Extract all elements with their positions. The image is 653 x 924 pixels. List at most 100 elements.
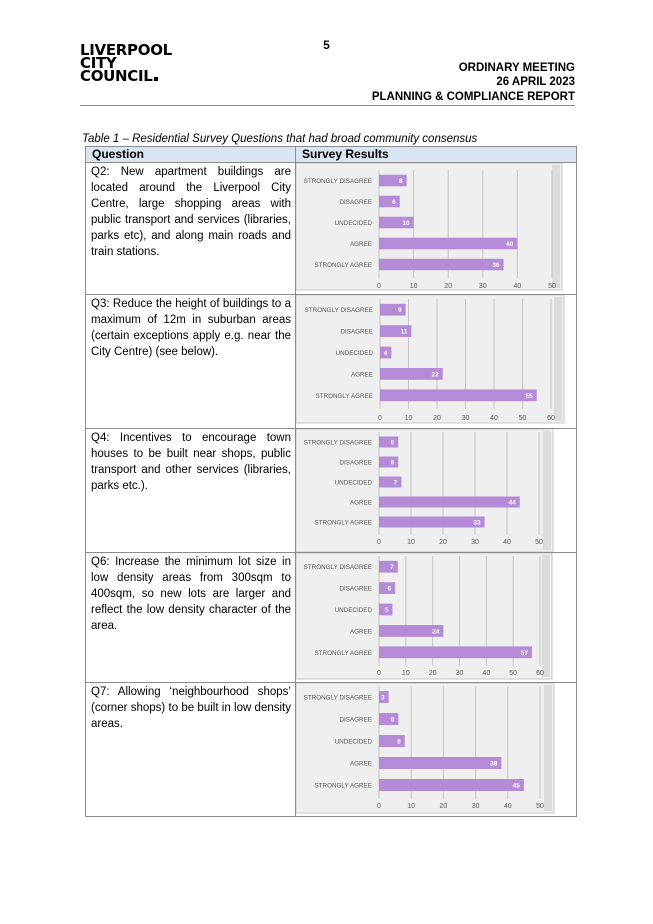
bar-value-label: 6 bbox=[392, 199, 396, 206]
bar-value-label: 7 bbox=[394, 480, 398, 487]
x-tick-label: 50 bbox=[509, 670, 517, 677]
bar-value-label: 6 bbox=[391, 440, 395, 447]
x-tick-label: 20 bbox=[433, 415, 441, 422]
x-tick-label: 0 bbox=[377, 670, 381, 677]
bar-value-label: 8 bbox=[397, 739, 401, 746]
bar-value-label: 6 bbox=[391, 717, 395, 724]
table-row: Q3: Reduce the height of buildings to a … bbox=[85, 294, 577, 429]
bar bbox=[379, 195, 400, 208]
meeting-info: ORDINARY MEETING 26 APRIL 2023 bbox=[459, 61, 575, 89]
table-row: Q2: New apartment buildings are located … bbox=[85, 162, 577, 295]
category-label: STRONGLY AGREE bbox=[314, 262, 372, 269]
category-label: AGREE bbox=[351, 371, 373, 378]
category-label: AGREE bbox=[350, 761, 372, 768]
chart-panel bbox=[296, 429, 554, 552]
chart-panel-shade bbox=[543, 431, 551, 550]
x-tick-label: 0 bbox=[377, 539, 381, 546]
results-cell: 0 10 20 30 40 50 60 STRONGLY DISAGREE 9 DISAGREE 1… bbox=[295, 294, 577, 429]
x-tick-label: 50 bbox=[548, 283, 556, 290]
bar bbox=[379, 625, 444, 637]
x-tick-label: 30 bbox=[472, 803, 480, 810]
logo-line-3: COUNCIL bbox=[80, 67, 153, 85]
bar bbox=[380, 325, 412, 337]
category-label: UNDECIDED bbox=[335, 480, 373, 487]
x-tick-label: 0 bbox=[378, 415, 382, 422]
bar bbox=[379, 713, 399, 725]
category-label: DISAGREE bbox=[339, 460, 372, 467]
survey-chart: 0 10 20 30 40 50 60 STRONGLY DISAGREE 9 DISAGREE 1… bbox=[296, 295, 565, 424]
x-tick-label: 30 bbox=[471, 539, 479, 546]
chart-panel-shade bbox=[554, 297, 562, 421]
category-label: DISAGREE bbox=[340, 329, 373, 336]
bar-value-label: 57 bbox=[521, 650, 529, 657]
logo-line-2: CITY bbox=[80, 54, 117, 72]
category-label: UNDECIDED bbox=[336, 350, 374, 357]
bar bbox=[379, 476, 402, 488]
bar bbox=[379, 603, 393, 616]
chart-panel-shade bbox=[552, 165, 560, 288]
category-label: STRONGLY AGREE bbox=[315, 393, 373, 400]
bar-value-label: 7 bbox=[390, 564, 394, 571]
x-tick-label: 20 bbox=[440, 803, 448, 810]
x-tick-label: 0 bbox=[377, 283, 381, 290]
question-cell: Q4: Incentives to encourage town houses … bbox=[85, 428, 296, 553]
bar bbox=[379, 582, 396, 594]
table-caption: Table 1 – Residential Survey Questions t… bbox=[82, 133, 478, 145]
bar-value-label: 38 bbox=[490, 761, 498, 768]
question-cell: Q3: Reduce the height of buildings to a … bbox=[85, 294, 296, 429]
bar-value-label: 4 bbox=[384, 350, 388, 357]
bar-value-label: 40 bbox=[506, 241, 514, 248]
bar bbox=[379, 779, 524, 791]
bar bbox=[379, 174, 407, 187]
bar-value-label: 6 bbox=[387, 586, 391, 593]
x-tick-label: 40 bbox=[482, 670, 490, 677]
category-label: STRONGLY AGREE bbox=[314, 650, 372, 657]
bar bbox=[379, 456, 399, 468]
x-tick-label: 10 bbox=[407, 539, 415, 546]
x-tick-label: 0 bbox=[377, 803, 381, 810]
category-label: STRONGLY DISAGREE bbox=[304, 695, 372, 702]
table-header-row: Question Survey Results bbox=[85, 146, 577, 163]
x-tick-label: 50 bbox=[535, 539, 543, 546]
bar-value-label: 11 bbox=[400, 329, 407, 336]
bar bbox=[380, 389, 537, 402]
chart-panel-shade bbox=[542, 555, 550, 677]
x-tick-label: 20 bbox=[429, 670, 437, 677]
report-title: PLANNING & COMPLIANCE REPORT bbox=[371, 91, 575, 103]
category-label: STRONGLY DISAGREE bbox=[305, 307, 373, 314]
survey-chart: 0 10 20 30 40 50 STRONGLY DISAGREE 6 DISAGREE 6 UN… bbox=[296, 429, 554, 552]
x-tick-label: 60 bbox=[547, 415, 555, 422]
survey-chart: 0 10 20 30 40 50 STRONGLY DISAGREE 8 DISAGREE 6 UN… bbox=[296, 163, 563, 291]
bar bbox=[379, 646, 532, 659]
x-tick-label: 20 bbox=[439, 539, 447, 546]
column-header-question: Question bbox=[85, 146, 296, 163]
results-cell: 0 10 20 30 40 50 STRONGLY DISAGREE 6 DISAGREE 6 UN… bbox=[295, 428, 577, 553]
category-label: AGREE bbox=[350, 628, 372, 635]
x-tick-label: 30 bbox=[456, 670, 464, 677]
bar bbox=[379, 436, 399, 448]
x-tick-label: 30 bbox=[462, 415, 470, 422]
category-label: AGREE bbox=[350, 241, 372, 248]
bar bbox=[379, 258, 504, 271]
results-cell: 0 10 20 30 40 50 60 STRONGLY DISAGREE 7 DISAGREE 6… bbox=[295, 552, 577, 683]
table-row: Q4: Incentives to encourage town houses … bbox=[85, 428, 577, 553]
bar-value-label: 33 bbox=[473, 520, 481, 527]
x-tick-label: 60 bbox=[536, 670, 544, 677]
bar-value-label: 6 bbox=[391, 460, 395, 467]
bar-value-label: 36 bbox=[492, 262, 500, 269]
bar-value-label: 10 bbox=[402, 220, 410, 227]
chart-panel bbox=[296, 683, 555, 814]
bar bbox=[379, 496, 520, 508]
council-logo: LIVERPOOL CITY COUNCIL bbox=[80, 43, 172, 85]
bar-value-label: 9 bbox=[398, 307, 402, 314]
bar bbox=[379, 216, 414, 229]
bar-value-label: 3 bbox=[381, 695, 385, 702]
bar-value-label: 8 bbox=[399, 178, 403, 185]
bar-value-label: 5 bbox=[385, 607, 389, 614]
bar-value-label: 24 bbox=[432, 628, 440, 635]
bar bbox=[379, 757, 502, 769]
bar bbox=[380, 303, 406, 316]
category-label: AGREE bbox=[350, 500, 372, 507]
bar-value-label: 45 bbox=[513, 783, 521, 790]
x-tick-label: 10 bbox=[407, 803, 415, 810]
